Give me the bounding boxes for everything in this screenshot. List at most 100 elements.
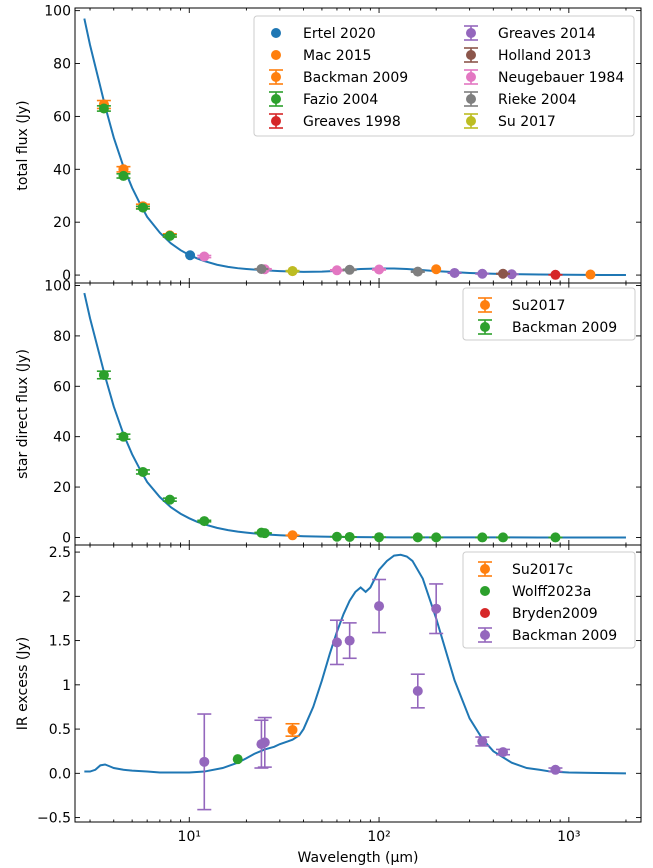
legend-marker [480,586,490,596]
data-point [431,264,442,275]
legend: Su2017c Wolff2023a Bryden2009 Backman 2009 [462,551,636,649]
legend: Ertel 2020 Mac 2015 Backman 2009 Fazio 2004… [253,15,635,137]
y-tick-label: 20 [53,215,71,231]
legend-label: Bryden2009 [512,606,598,622]
plot-area [83,18,626,280]
data-point [118,170,129,181]
x-axis-label: Wavelength (μm) [298,850,419,866]
data-point [477,268,488,279]
data-point [137,202,148,213]
y-tick-label: 2.5 [49,545,71,561]
data-point [199,756,210,767]
data-point [98,103,109,114]
data-point [287,266,298,277]
legend-item: Mac 2015 [271,48,371,64]
y-axis-label: total flux (Jy) [15,100,31,190]
data-point [412,532,423,543]
legend: Su2017 Backman 2009 [462,287,636,341]
y-tick-label: 40 [53,162,71,178]
data-point [331,637,342,648]
data-point [199,251,210,262]
x-tick-label: 10² [367,829,390,845]
legend-item: Holland 2013 [464,47,591,64]
legend-item: Neugebauer 1984 [464,69,624,86]
legend-item: Backman 2009 [269,69,408,86]
legend-marker [466,28,476,38]
data-point [164,230,175,241]
data-point [449,267,460,278]
legend-label: Wolff2023a [512,584,591,600]
series-su2017 [285,530,300,541]
y-tick-label: −0.5 [37,811,71,827]
legend-label: Neugebauer 1984 [498,70,624,86]
legend-box [462,287,636,341]
legend-label: Su2017c [512,562,573,578]
legend-item: Fazio 2004 [269,91,378,108]
panel-2: −0.5 0.0 0.5 1 1.5 2 2.5 10¹ 10² 10³ IR excess (Jy… [15,544,642,866]
data-point [374,601,385,612]
legend-label: Su 2017 [498,114,556,130]
legend-label: Backman 2009 [512,628,617,644]
legend-label: Greaves 2014 [498,26,596,42]
legend-marker [271,94,281,104]
data-point [331,265,342,276]
legend-marker [271,50,281,60]
y-tick-label: 2 [62,589,71,605]
series-greaves-2014 [447,267,519,280]
legend-item: Su2017 [478,297,565,314]
data-point [164,494,175,505]
y-tick-label: 100 [44,279,71,295]
data-point [585,269,596,280]
data-point [412,266,423,277]
legend-marker [466,50,476,60]
y-tick-label: 0 [62,530,71,546]
legend-marker [271,116,281,126]
legend-marker [466,94,476,104]
series-su2017c [285,722,300,737]
series-greaves-1998 [548,269,563,280]
data-point [498,747,509,758]
series-holland-2013 [496,268,511,279]
series-backman-2009 [197,578,563,811]
legend-item: Backman 2009 [478,319,617,336]
legend-marker [480,322,490,332]
y-tick-label: 1 [62,678,71,694]
y-tick-label: 100 [44,4,71,20]
data-point [550,269,561,280]
y-axis-label: star direct flux (Jy) [15,349,31,479]
legend-box [462,551,636,649]
y-tick-label: 0.0 [49,766,71,782]
data-point [287,530,298,541]
data-point [118,431,129,442]
y-tick-label: 60 [53,379,71,395]
data-point [506,269,517,280]
data-point [259,737,270,748]
legend-item: Su 2017 [464,113,556,130]
data-point [344,264,355,275]
y-tick-label: 0.5 [49,722,71,738]
y-tick-label: 1.5 [49,634,71,650]
plot-frame [74,544,642,823]
data-point [185,250,196,261]
legend-box [253,15,635,137]
legend-label: Greaves 1998 [303,114,401,130]
series-rieke-2004 [254,263,425,277]
x-tick-label: 10¹ [178,829,201,845]
legend-item: Su2017c [478,561,573,578]
data-point [550,532,561,543]
data-point [344,531,355,542]
legend-item: Bryden2009 [480,606,598,622]
y-tick-label: 20 [53,480,71,496]
data-point [199,516,210,527]
series-wolff2023a [232,754,243,765]
panel-1: 0 20 40 60 80 100 star direct flux (Jy) Su2017 B… [15,279,642,546]
series-su-2017 [285,266,300,277]
data-point [344,635,355,646]
data-point [259,528,270,539]
legend-marker [271,28,281,38]
legend-label: Rieke 2004 [498,92,577,108]
legend-item: Ertel 2020 [271,26,376,42]
legend-label: Mac 2015 [303,48,371,64]
plot-area [83,292,626,543]
